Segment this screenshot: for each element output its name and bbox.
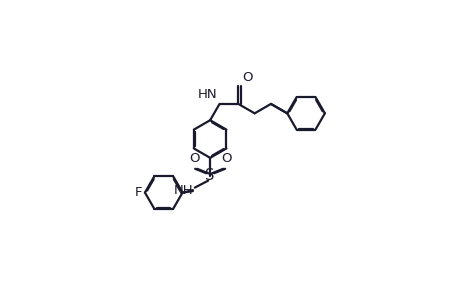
- Text: O: O: [189, 152, 199, 165]
- Text: NH: NH: [174, 183, 194, 197]
- Text: HN: HN: [198, 88, 217, 101]
- Text: O: O: [221, 152, 231, 165]
- Text: F: F: [135, 186, 143, 199]
- Text: O: O: [243, 70, 253, 83]
- Text: S: S: [206, 168, 215, 183]
